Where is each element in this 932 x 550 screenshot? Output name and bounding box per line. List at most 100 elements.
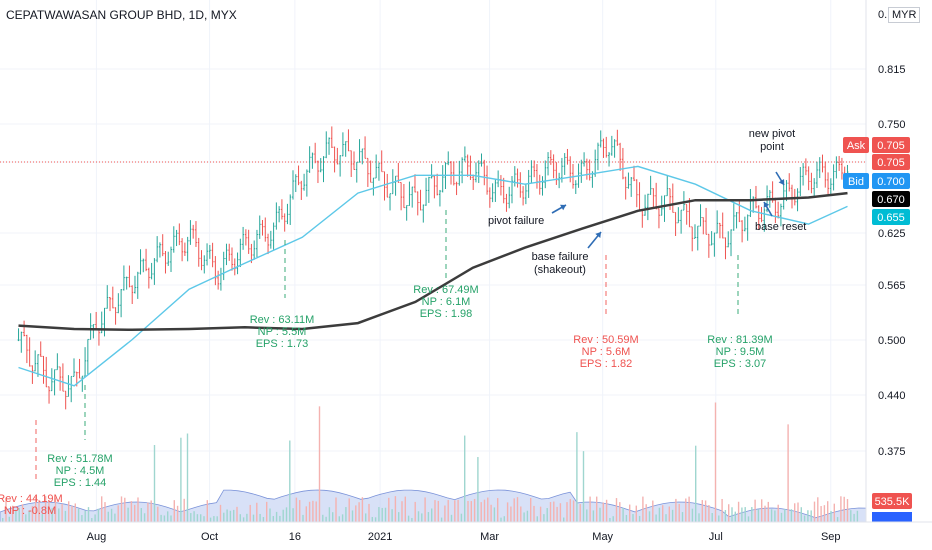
volume-bar [602,502,604,522]
volume-bar [74,503,76,522]
volume-bar [361,497,364,522]
volume-bar [368,503,370,522]
earnings-eps-label: EPS : 1.82 [580,358,633,370]
annotation-pivot-failure: pivot failure [488,215,544,227]
volume-bar [308,501,311,522]
volume-bar [427,512,430,522]
volume-bar [25,514,27,522]
volume-bar [411,517,413,522]
earnings-eps-label: EPS : 3.07 [714,358,767,370]
volume-bar [269,508,271,522]
volume-bar [134,504,136,522]
volume-bar [424,497,426,522]
volume-bar [477,457,479,522]
volume-bar [295,497,298,522]
volume-bar [559,503,562,522]
volume-bar [345,507,347,522]
volume-bar [741,507,743,522]
volume-bar [223,512,225,522]
volume-bar [596,496,598,522]
volume-bar [41,514,43,522]
ma-long-line [18,191,848,332]
bid-label-tag-bg [843,173,869,189]
volume-bar [625,514,628,522]
volume-bar [11,505,14,522]
volume-bar [662,505,664,522]
y-tick-label: 0.565 [878,280,906,292]
volume-bar [398,512,400,522]
volume-bar [381,507,383,522]
volume-bar [120,496,123,522]
volume-bar [421,513,423,522]
volume-bar [233,509,235,522]
annotation-pivot-arrow-head [560,204,566,211]
volume-bar [817,497,819,522]
volume-bar [252,514,255,522]
volume-bar [612,516,614,522]
volume-bar [810,510,812,522]
y-tick-label: 0.815 [878,64,906,76]
volume-bar [203,516,205,522]
volume-bar [751,507,753,522]
volume-bar [150,500,152,522]
volume-bar [447,500,449,522]
volume-bar [305,506,307,522]
volume-bar [685,498,687,522]
volume-bar [147,502,149,522]
volume-bar [21,504,24,522]
volume-bar [279,515,281,522]
volume-bar [262,517,265,522]
volume-bar [497,498,499,522]
volume-bar [130,501,133,522]
ma-short-line [18,165,848,387]
volume-bar [728,504,730,522]
volume-bar [549,502,552,522]
volume-bar [754,499,756,522]
volume-bar [470,501,472,522]
last-price-tag: 0.705 [877,157,905,169]
volume-bar [127,507,129,522]
volume-bar [652,500,654,522]
volume-bar [553,501,555,522]
volume-bar [718,515,720,522]
volume-bar [196,514,199,522]
volume-bar [691,508,694,522]
volume-bar [520,506,522,522]
volume-bar [434,500,436,522]
volume-bar [572,500,575,522]
x-tick-label: Oct [201,531,218,543]
volume-bar [450,514,453,522]
earnings-rev-label: Rev : 50.59M [573,334,638,346]
volume-bar [737,501,740,522]
volume-bar [744,507,746,522]
annotation-new-pivot-arrow-head [778,179,785,185]
volume-bar [797,502,799,522]
volume-bar [487,497,489,522]
volume-bar [91,517,93,522]
volume-bar [335,497,337,522]
volume-bar [846,499,849,522]
volume-bar [635,505,637,522]
earnings-np-label: NP : 4.5M [56,465,105,477]
volume-bar [101,496,103,522]
volume-bar [84,510,86,522]
last-price-tag-bg [872,154,910,170]
currency-button[interactable]: MYR [888,7,921,23]
volume-bar [117,505,119,522]
earnings-eps-label: EPS : 1.44 [54,477,107,489]
volume-bar [850,510,852,522]
volume-bar [94,514,96,522]
y-tick-label: 0.500 [878,335,906,347]
volume-bar [358,502,360,522]
volume-bar [256,502,258,522]
volume-bar [348,498,350,522]
volume-bar [513,498,515,522]
volume-bar [282,509,284,522]
volume-bar [180,437,182,522]
volume-bar [338,516,340,522]
volume-bar [8,516,10,522]
ma-short-tag: 0.655 [877,212,905,224]
volume-bar [516,497,519,522]
volume-bar [285,507,288,522]
